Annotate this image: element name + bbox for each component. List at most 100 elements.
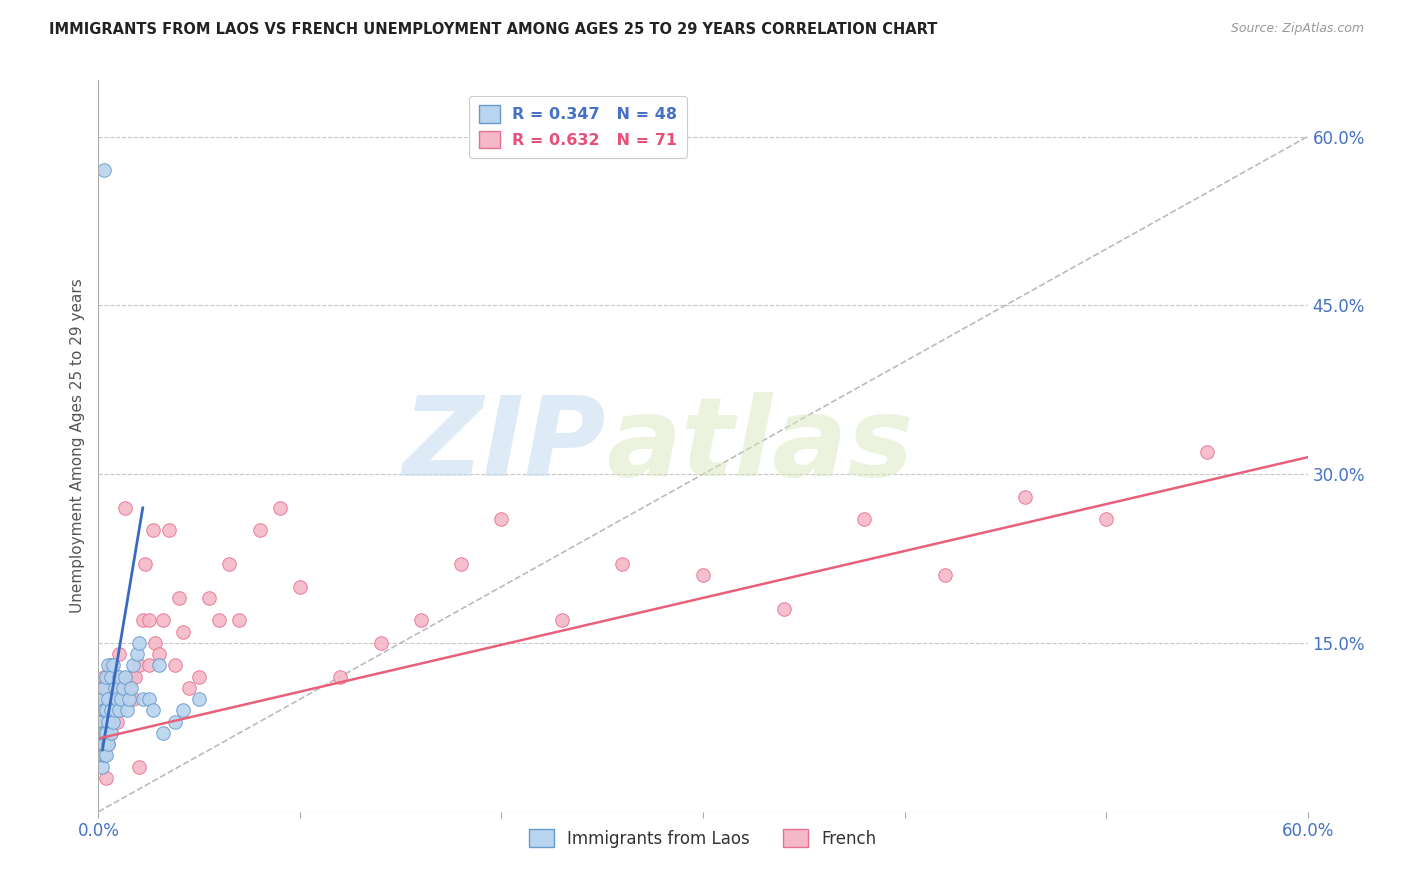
Point (132, 614, 155, 628)
Point (853, 512, 876, 526)
Point (110, 692, 132, 706)
Point (93, 737, 115, 751)
Point (188, 692, 211, 706)
Point (103, 681, 125, 695)
Text: IMMIGRANTS FROM LAOS VS FRENCH UNEMPLOYMENT AMONG AGES 25 TO 29 YEARS CORRELATIO: IMMIGRANTS FROM LAOS VS FRENCH UNEMPLOYM… (49, 22, 938, 37)
Point (692, 568, 714, 582)
Point (100, 670, 122, 684)
Point (143, 636, 166, 650)
Point (89, 737, 111, 751)
Legend: Immigrants from Laos, French: Immigrants from Laos, French (523, 822, 883, 855)
Point (228, 614, 250, 628)
Point (142, 703, 165, 717)
Point (118, 692, 141, 706)
Point (269, 500, 291, 515)
Point (208, 614, 231, 628)
Point (134, 557, 156, 571)
Point (89, 703, 111, 717)
Text: atlas: atlas (606, 392, 914, 500)
Point (111, 681, 134, 695)
Point (89, 714, 111, 729)
Text: Source: ZipAtlas.com: Source: ZipAtlas.com (1230, 22, 1364, 36)
Point (93, 748, 115, 763)
Point (107, 670, 129, 684)
Point (105, 714, 128, 729)
Point (128, 658, 150, 673)
Point (128, 760, 150, 774)
Point (1014, 490, 1036, 504)
Point (100, 658, 122, 673)
Point (1095, 512, 1118, 526)
Point (121, 692, 143, 706)
Point (132, 692, 155, 706)
Point (93, 670, 115, 684)
Point (1195, 444, 1218, 458)
Point (370, 636, 392, 650)
Point (101, 714, 124, 729)
Point (172, 703, 194, 717)
Point (157, 524, 180, 538)
Point (409, 614, 432, 628)
Point (100, 703, 122, 717)
Point (288, 580, 311, 594)
Point (934, 568, 956, 582)
Point (93, 163, 115, 178)
Point (91, 760, 114, 774)
Point (97, 737, 120, 751)
Point (115, 703, 138, 717)
Point (91, 681, 114, 695)
Point (114, 670, 136, 684)
Point (103, 703, 125, 717)
Point (107, 703, 129, 717)
Point (120, 670, 142, 684)
Text: ZIP: ZIP (402, 392, 606, 500)
Point (97, 658, 120, 673)
Point (100, 726, 122, 740)
Point (218, 557, 240, 571)
Point (152, 726, 174, 740)
Point (138, 614, 160, 628)
Point (100, 692, 122, 706)
Point (198, 591, 221, 605)
Point (179, 681, 201, 695)
Point (91, 737, 114, 751)
Point (96, 692, 118, 706)
Point (105, 670, 128, 684)
Point (612, 557, 634, 571)
Point (188, 670, 211, 684)
Point (91, 692, 114, 706)
Point (111, 681, 134, 695)
Point (138, 658, 160, 673)
Point (97, 703, 120, 717)
Point (97, 670, 120, 684)
Point (491, 512, 513, 526)
Y-axis label: Unemployment Among Ages 25 to 29 years: Unemployment Among Ages 25 to 29 years (69, 278, 84, 614)
Point (96, 726, 118, 740)
Point (118, 681, 141, 695)
Point (96, 748, 118, 763)
Point (138, 692, 160, 706)
Point (103, 670, 125, 684)
Point (89, 748, 111, 763)
Point (91, 748, 114, 763)
Point (103, 703, 125, 717)
Point (96, 726, 118, 740)
Point (101, 714, 124, 729)
Point (128, 636, 150, 650)
Point (97, 692, 120, 706)
Point (96, 771, 118, 785)
Point (96, 670, 118, 684)
Point (100, 726, 122, 740)
Point (152, 614, 174, 628)
Point (97, 714, 120, 729)
Point (551, 614, 574, 628)
Point (450, 557, 472, 571)
Point (101, 681, 124, 695)
Point (93, 726, 115, 740)
Point (93, 681, 115, 695)
Point (115, 692, 138, 706)
Point (114, 500, 136, 515)
Point (172, 624, 194, 639)
Point (107, 692, 129, 706)
Point (125, 647, 148, 661)
